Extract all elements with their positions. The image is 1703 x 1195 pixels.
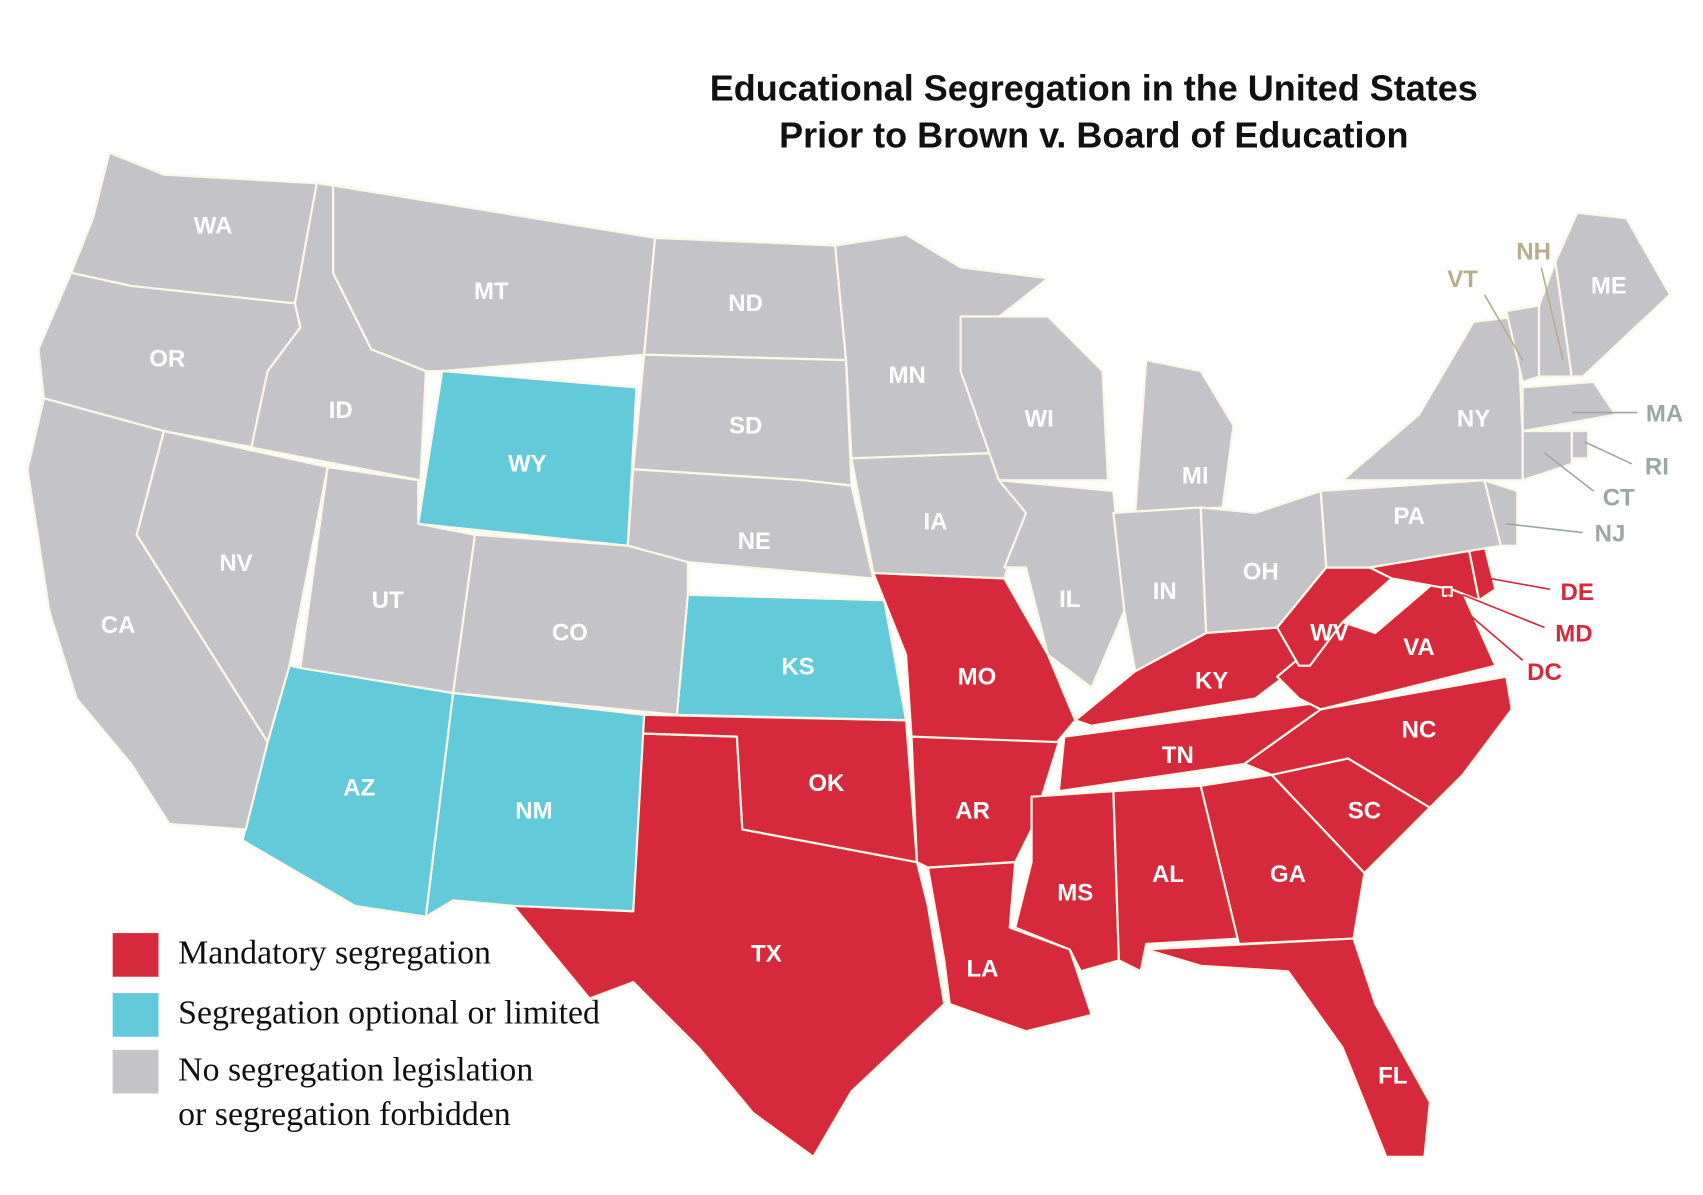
state-shape xyxy=(1199,773,1366,946)
state-label: NY xyxy=(1457,406,1490,433)
state-label: CO xyxy=(552,620,588,647)
title-line: Educational Segregation in the United St… xyxy=(710,67,1478,108)
state-shape xyxy=(452,533,689,716)
state-shape xyxy=(1134,359,1235,515)
state-shape xyxy=(1276,566,1497,711)
state-label: OH xyxy=(1243,558,1279,585)
state-label: TX xyxy=(751,940,782,967)
state-label: WV xyxy=(1310,620,1349,647)
state-label: ME xyxy=(1591,273,1627,300)
legend-swatch xyxy=(112,993,159,1037)
leader-line xyxy=(1584,441,1633,465)
state-label: VT xyxy=(1447,266,1478,293)
state-label: IN xyxy=(1153,578,1177,605)
leader-line xyxy=(1483,294,1524,361)
state-shape xyxy=(1483,479,1519,547)
state-label: GA xyxy=(1270,861,1306,888)
state-shape xyxy=(872,571,1077,755)
state-label: NM xyxy=(515,797,552,824)
state-label: DC xyxy=(1527,659,1562,686)
state-shape xyxy=(959,315,1110,482)
state-label: MN xyxy=(888,362,925,389)
state-shape xyxy=(926,861,1093,1033)
state-label: LA xyxy=(966,956,998,983)
state-shape xyxy=(1570,429,1590,460)
state-label: MI xyxy=(1182,462,1209,489)
leader-line xyxy=(1543,452,1595,492)
state-label: KS xyxy=(781,653,814,680)
state-label: WY xyxy=(508,450,547,477)
state-label: AR xyxy=(955,797,990,824)
state-label: SC xyxy=(1348,797,1381,824)
leader-line xyxy=(1446,595,1524,661)
state-shape xyxy=(135,429,329,744)
legend-label: No segregation legislation xyxy=(178,1051,533,1088)
state-label: AL xyxy=(1152,861,1184,888)
state-label: MD xyxy=(1555,621,1592,648)
state-shape xyxy=(1554,211,1672,378)
state-label: NV xyxy=(219,550,252,577)
state-shape xyxy=(1521,380,1617,433)
legend-swatch xyxy=(112,933,159,977)
leader-line xyxy=(1540,267,1564,361)
leader-line xyxy=(1462,594,1545,629)
state-label: AZ xyxy=(343,775,375,802)
state-label: NE xyxy=(738,528,771,555)
state-label: MO xyxy=(958,663,997,690)
state-label: ND xyxy=(728,290,763,317)
state-label: VA xyxy=(1403,634,1435,661)
state-label: ID xyxy=(329,397,353,424)
state-label: DE xyxy=(1561,579,1594,606)
state-label: PA xyxy=(1393,503,1425,530)
state-label: NC xyxy=(1402,717,1437,744)
state-label: RI xyxy=(1645,454,1669,481)
state-label: CT xyxy=(1603,484,1635,511)
state-label: WI xyxy=(1025,406,1054,433)
state-label: KY xyxy=(1195,668,1228,695)
state-shape xyxy=(1112,506,1208,673)
legend-label: Segregation optional or limited xyxy=(178,995,600,1032)
state-shape xyxy=(637,713,919,864)
state-label: MS xyxy=(1057,879,1093,906)
state-shape xyxy=(1319,479,1502,569)
state-label: UT xyxy=(372,587,404,614)
legend-label: or segregation forbidden xyxy=(178,1096,511,1133)
state-label: NH xyxy=(1516,239,1551,266)
state-label: OR xyxy=(149,346,185,373)
title-line: Prior to Brown v. Board of Education xyxy=(779,114,1408,155)
state-label: NJ xyxy=(1595,520,1626,547)
state-label: CA xyxy=(101,612,136,639)
state-labels: TX OK MO AR LA MS AL TN KY GA FL SC NC VA WV DE MD DC WY KS… xyxy=(101,213,1683,1090)
leader-line xyxy=(1489,577,1551,591)
state-shape xyxy=(1145,937,1431,1158)
state-shape xyxy=(1441,586,1453,597)
legend-swatch xyxy=(112,1049,159,1094)
state-shape xyxy=(1341,315,1524,482)
leader-line xyxy=(1506,523,1583,534)
state-label: IL xyxy=(1059,586,1080,613)
state-label: MT xyxy=(474,278,509,305)
state-label: IA xyxy=(924,508,948,535)
state-label: SD xyxy=(729,412,762,439)
state-label: MA xyxy=(1646,400,1683,427)
states xyxy=(26,151,1672,1158)
legend-label: Mandatory segregation xyxy=(178,935,491,972)
state-label: OK xyxy=(808,770,845,797)
state-label: FL xyxy=(1378,1063,1407,1090)
state-shape xyxy=(1243,675,1513,809)
state-label: TN xyxy=(1162,742,1194,769)
state-shape xyxy=(424,691,646,918)
state-label: WA xyxy=(194,213,233,240)
